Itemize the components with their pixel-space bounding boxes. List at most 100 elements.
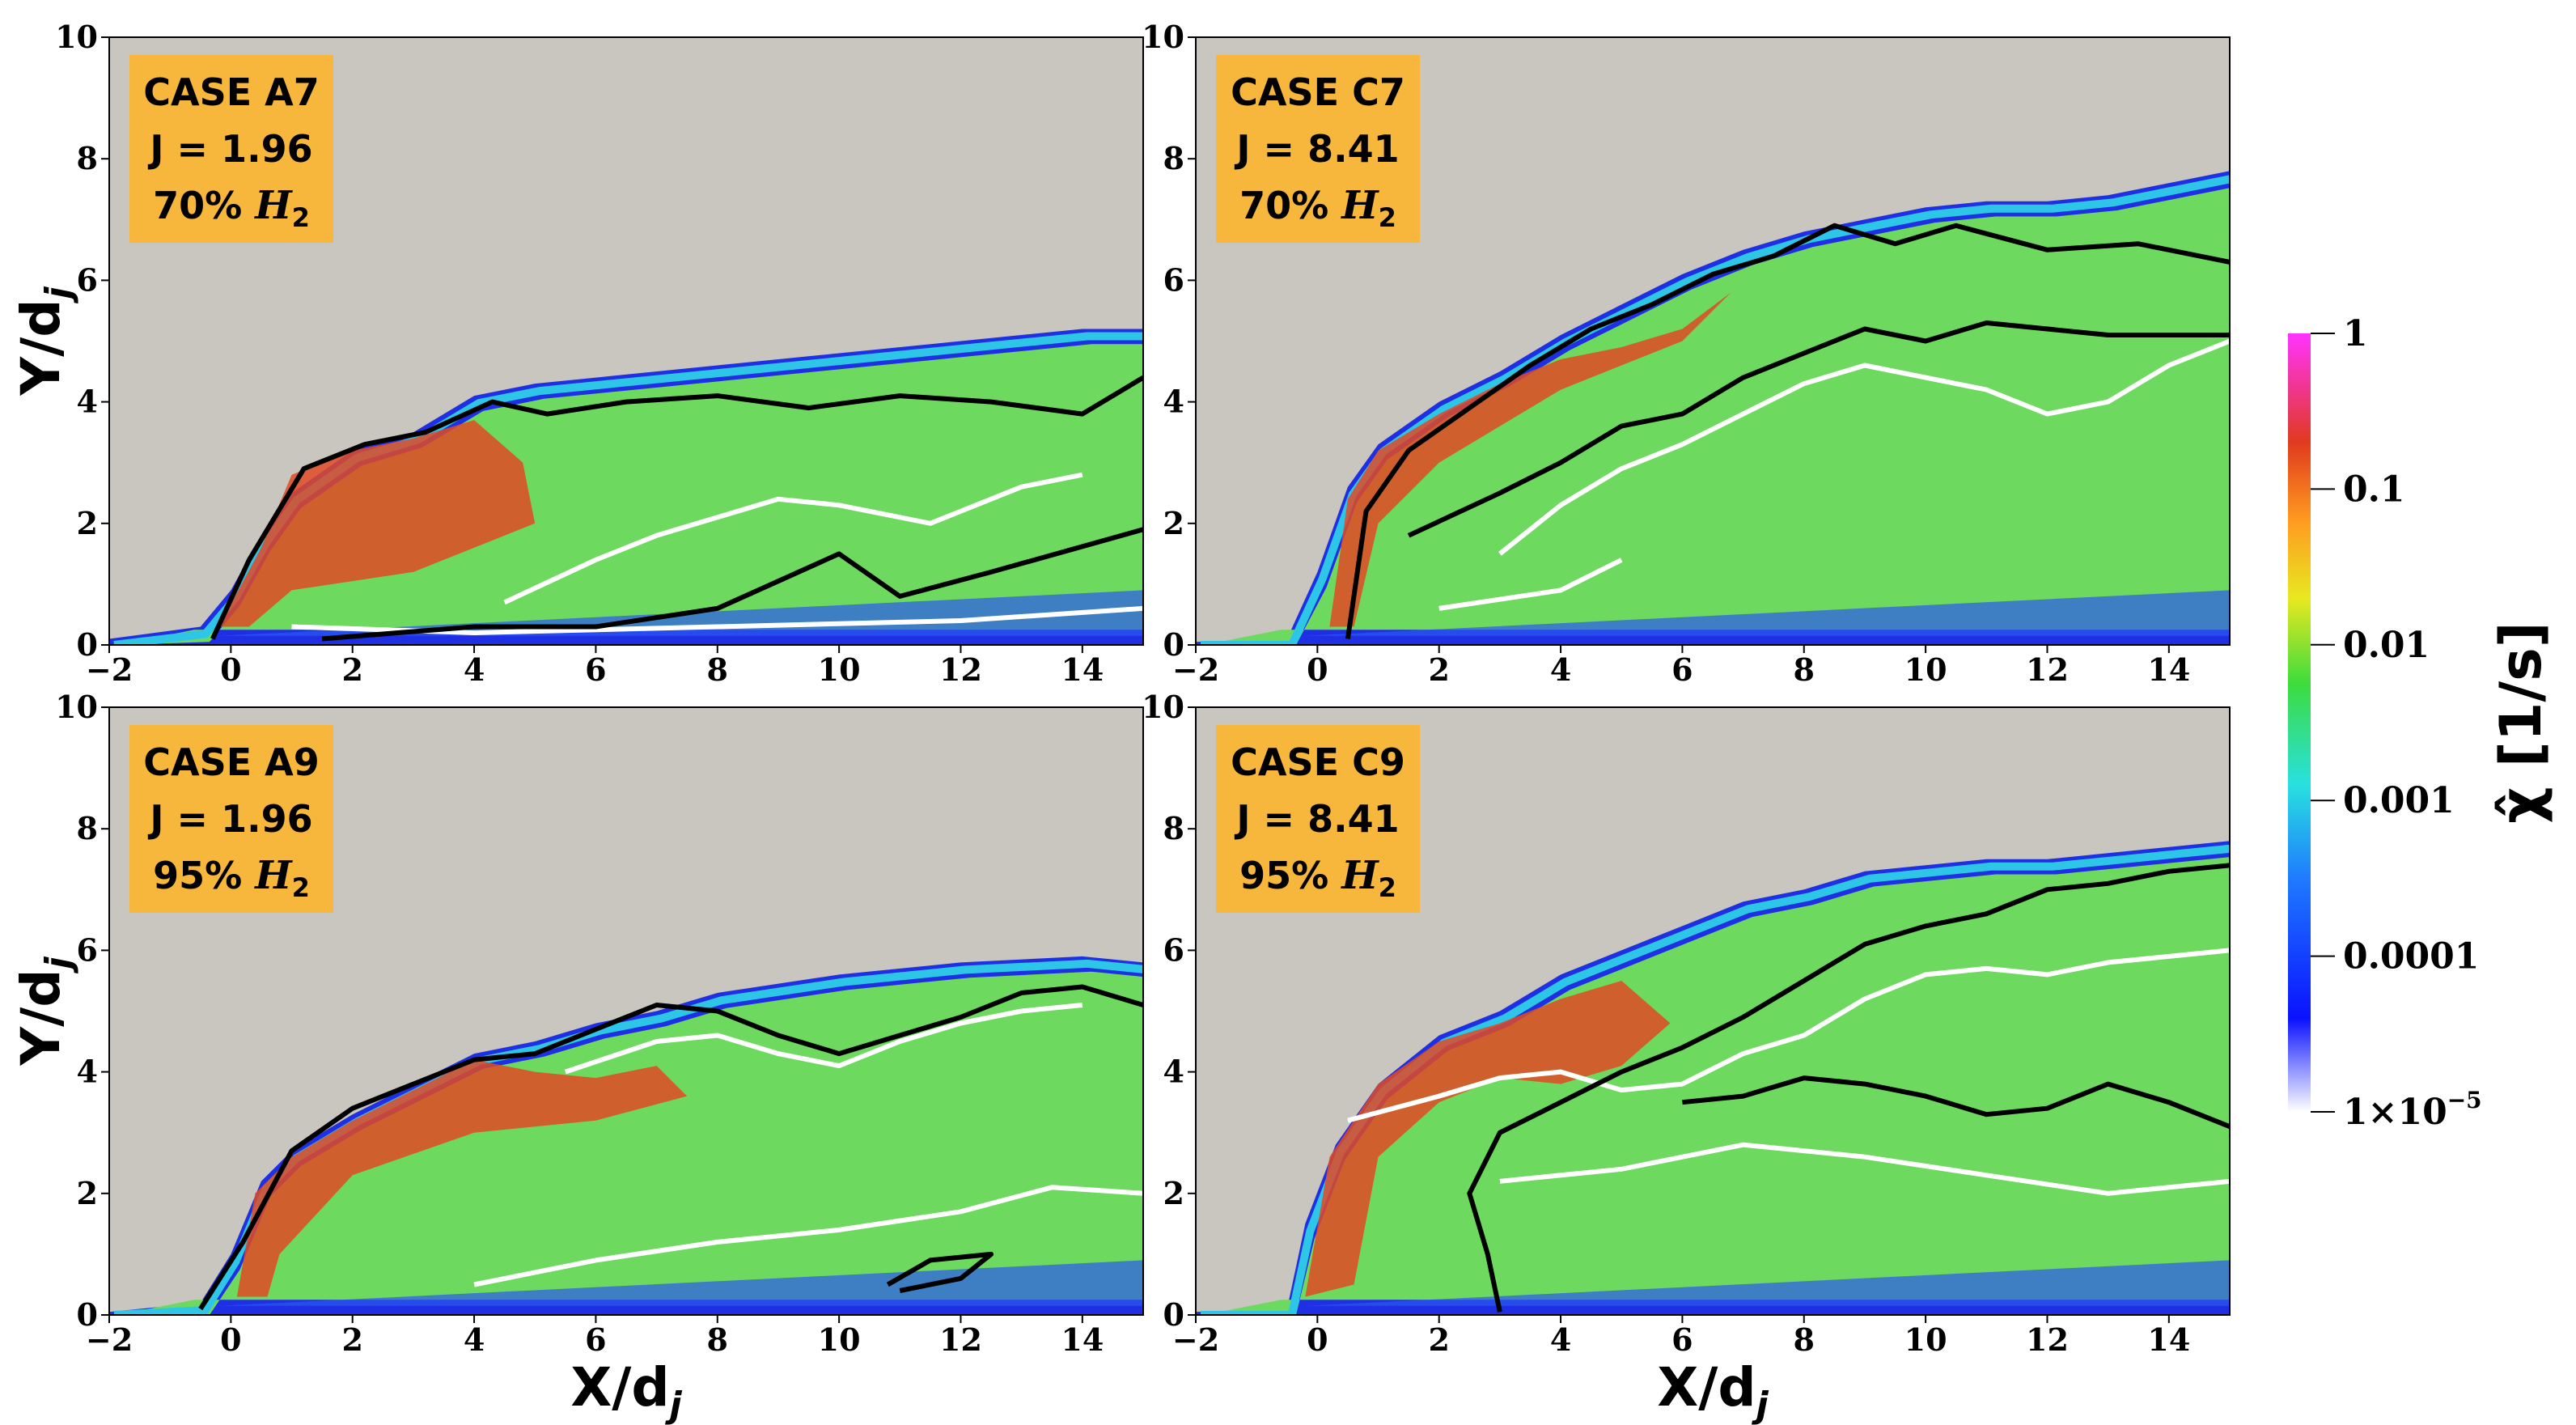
x-tick-label: 10 [818,1321,861,1358]
y-tick-label: 2 [77,1175,98,1211]
x-tick-label: −2 [86,651,133,688]
y-tick-label: 8 [1163,140,1184,176]
y-tick-label: 2 [1163,1175,1184,1211]
plume-core [1205,188,2230,645]
plot-frame [1195,706,2231,1316]
hydrogen-fraction: 95% H2 [153,853,310,903]
y-tick-label: 4 [1163,1054,1184,1090]
white-contour-lower [1499,1142,2230,1196]
x-tick-label: 8 [1794,651,1815,688]
hot-region [236,1059,688,1297]
x-tick-label: 6 [1671,651,1693,688]
x-tick-label: 14 [2147,1321,2190,1358]
near-wall-region [218,1260,1143,1306]
y-axis-label: Y/dj [10,286,79,396]
white-contour [564,1003,1083,1075]
y-tick-label: 0 [77,626,98,663]
hydrogen-fraction: 95% H2 [1239,853,1396,903]
colorbar-tick-label: 0.1 [2343,469,2405,510]
x-tick-label: 14 [1061,1321,1104,1358]
case-name: CASE C9 [1231,740,1405,784]
x-tick-label: 0 [220,651,241,688]
x-tick-label: 14 [2147,651,2190,688]
x-tick-label: 6 [1671,1321,1693,1358]
x-tick-label: 2 [1428,651,1449,688]
x-tick-label: 10 [818,651,861,688]
y-tick-label: 2 [77,505,98,541]
black-contour [1345,223,2230,639]
momentum-ratio: J = 1.96 [147,797,312,841]
y-tick-label: 4 [1163,384,1184,420]
white-contour [503,472,1083,605]
black-contour-lower [886,1251,994,1293]
y-tick-label: 6 [77,931,98,968]
colorbar-tick-label: 0.0001 [2343,936,2479,978]
black-contour-lower [1407,320,2230,538]
colorbar: 1 0.1 0.01 0.001 0.0001 1×10−5 χ̂ [1/s] [2288,313,2554,1133]
y-tick-label: 8 [77,140,98,176]
case-label-box: CASE C9 J = 8.41 95% H2 [1216,725,1420,913]
hot-region [1329,292,1731,627]
white-contour [1498,338,2230,556]
black-contour [198,984,1143,1311]
colorbar-gradient [2288,333,2311,1112]
y-tick-label: 6 [1163,931,1184,968]
y-tick-label: 10 [55,689,98,725]
white-contour [1347,948,2230,1123]
plot-frame [108,706,1144,1316]
x-tick-label: 4 [1550,1321,1571,1358]
x-tick-label: 0 [1307,651,1328,688]
y-tick-label: 0 [1163,1296,1184,1333]
x-tick-label: 10 [1904,1321,1947,1358]
near-wall-region [1305,1260,2230,1306]
y-tick-label: 0 [77,1296,98,1333]
y-tick-label: 4 [77,1054,98,1090]
x-tick-label: 2 [341,1321,362,1358]
x-tick-label: 12 [2026,1321,2069,1358]
x-tick-label: −2 [1172,651,1219,688]
y-tick-label: 8 [1163,810,1184,846]
x-tick-label: 6 [585,651,606,688]
x-tick-label: 14 [1061,651,1104,688]
case-name: CASE A7 [143,70,320,114]
x-tick-label: 12 [939,651,982,688]
black-contour-lower [1682,1075,2230,1129]
x-tick-label: 8 [707,1321,728,1358]
x-tick-label: 4 [464,1321,485,1358]
hydrogen-fraction: 70% H2 [153,183,310,233]
hot-region [1305,981,1671,1297]
x-tick-label: −2 [86,1321,133,1358]
x-tick-label: 10 [1904,651,1947,688]
x-tick-label: −2 [1172,1321,1219,1358]
black-contour [1467,863,2230,1313]
y-tick-label: 10 [1142,689,1184,725]
y-tick-label: 2 [1163,505,1184,541]
colorbar-tick-label: 0.001 [2343,780,2455,821]
y-tick-label: 6 [1163,261,1184,298]
x-tick-label: 12 [939,1321,982,1358]
y-tick-label: 0 [1163,626,1184,663]
momentum-ratio: J = 8.41 [1234,127,1399,171]
case-name: CASE C7 [1231,70,1405,114]
x-tick-label: 6 [585,1321,606,1358]
colorbar-label: χ̂ [1/s] [2488,621,2554,823]
x-tick-label: 4 [1550,651,1571,688]
x-tick-label: 8 [707,651,728,688]
case-name: CASE A9 [143,740,320,784]
x-tick-label: 8 [1794,1321,1815,1358]
x-axis-label: X/dj [1657,1356,1769,1425]
x-tick-label: 0 [1307,1321,1328,1358]
hot-region [218,420,536,627]
case-label-box: CASE A7 J = 1.96 70% H2 [129,55,333,243]
x-tick-label: 4 [464,651,485,688]
case-label-box: CASE A9 J = 1.96 95% H2 [129,725,333,913]
y-tick-label: 10 [55,19,98,55]
white-contour-lower [473,1185,1143,1287]
x-tick-label: 12 [2026,651,2069,688]
x-axis-label: X/dj [570,1356,682,1425]
hydrogen-fraction: 70% H2 [1239,183,1396,233]
